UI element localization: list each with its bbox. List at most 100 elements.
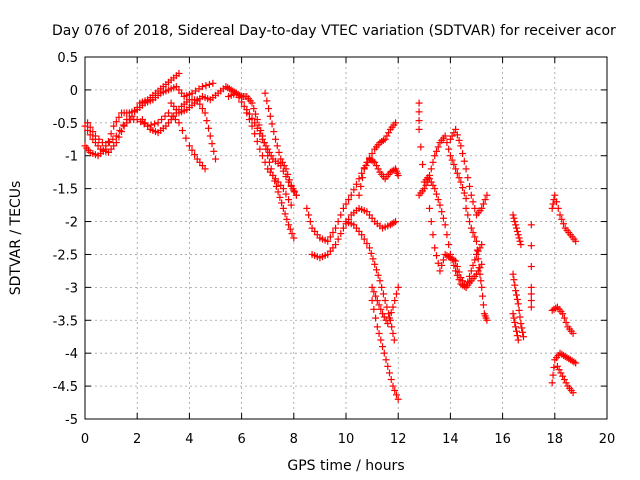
data-point — [439, 256, 447, 264]
data-point — [550, 363, 558, 371]
data-point — [548, 204, 556, 212]
data-point — [415, 117, 423, 125]
data-point — [185, 142, 193, 150]
data-points — [81, 69, 580, 403]
data-point — [272, 135, 280, 143]
data-point — [104, 137, 112, 145]
data-point — [368, 283, 376, 291]
data-point — [510, 276, 518, 284]
series-track-20 — [509, 211, 525, 249]
data-point — [558, 215, 566, 223]
data-point — [455, 136, 463, 144]
data-point — [452, 165, 460, 173]
data-point — [515, 234, 523, 242]
data-point — [386, 314, 393, 322]
data-point — [384, 362, 392, 370]
data-point — [347, 191, 355, 199]
data-point — [446, 135, 454, 143]
data-point — [510, 314, 518, 322]
y-tick-label: -4.5 — [53, 380, 78, 395]
data-point — [324, 237, 332, 245]
data-point — [285, 176, 293, 184]
data-point — [417, 143, 425, 151]
data-point — [438, 208, 446, 216]
y-tick-label: 0.5 — [57, 51, 78, 66]
data-point — [377, 305, 385, 313]
data-point — [375, 329, 383, 337]
data-point — [357, 182, 365, 190]
data-point — [386, 369, 393, 377]
data-point — [119, 121, 127, 129]
data-point — [369, 255, 377, 263]
series-track-08 — [261, 89, 300, 199]
data-point — [452, 125, 460, 133]
data-point — [478, 204, 486, 212]
data-point — [510, 214, 518, 222]
data-point — [427, 218, 435, 226]
x-tick-label: 20 — [599, 432, 616, 447]
data-point — [377, 336, 385, 344]
data-point — [205, 80, 213, 88]
series-track-17 — [426, 204, 486, 291]
data-point — [467, 191, 475, 199]
y-tick-label: -3 — [65, 281, 78, 296]
data-point — [374, 165, 382, 173]
data-point — [274, 188, 282, 196]
data-point — [91, 132, 99, 140]
data-point — [443, 231, 451, 239]
data-point — [415, 125, 423, 133]
series-track-02 — [81, 79, 217, 160]
data-point — [569, 389, 577, 397]
data-point — [283, 215, 291, 223]
data-point — [439, 214, 447, 222]
series-track-24 — [548, 191, 580, 245]
data-point — [527, 221, 535, 229]
series-track-14 — [368, 297, 402, 403]
data-point — [326, 233, 334, 241]
data-point — [305, 211, 313, 219]
data-point — [513, 224, 521, 232]
data-point — [267, 152, 275, 160]
data-point — [560, 376, 568, 384]
data-point — [151, 120, 159, 128]
data-point — [110, 122, 118, 130]
data-point — [109, 135, 117, 143]
data-point — [572, 237, 580, 245]
data-point — [212, 155, 219, 163]
data-point — [112, 132, 120, 140]
data-point — [511, 218, 519, 226]
data-point — [432, 190, 440, 198]
data-point — [514, 231, 522, 239]
data-point — [517, 320, 525, 328]
y-tick-label: -5 — [65, 413, 78, 428]
data-point — [527, 242, 535, 250]
data-point — [392, 119, 400, 127]
data-point — [265, 148, 273, 156]
data-point — [514, 300, 522, 308]
data-point — [112, 139, 120, 147]
data-point — [474, 247, 482, 255]
x-axis-label: GPS time / hours — [287, 458, 404, 474]
data-point — [419, 161, 427, 169]
data-point — [339, 224, 347, 232]
data-point — [89, 128, 97, 136]
data-point — [379, 310, 387, 318]
y-tick-label: -0.5 — [53, 117, 78, 132]
data-point — [360, 235, 368, 243]
x-tick-label: 4 — [185, 432, 193, 447]
data-point — [462, 283, 470, 291]
data-point — [473, 237, 480, 245]
data-point — [460, 189, 468, 197]
data-point — [383, 132, 391, 140]
data-point — [512, 221, 520, 229]
axis-ticks: 0.50-0.5-1-1.5-2-2.5-3-3.5-4-4.5-50 2 4 6 8 1… — [53, 51, 616, 447]
data-point — [84, 119, 92, 127]
data-point — [438, 261, 446, 269]
data-point — [385, 129, 393, 137]
series-track-27 — [553, 362, 577, 397]
data-point — [391, 386, 399, 394]
data-point — [245, 110, 253, 118]
data-point — [358, 169, 366, 177]
data-point — [380, 349, 388, 357]
data-point — [182, 134, 190, 142]
